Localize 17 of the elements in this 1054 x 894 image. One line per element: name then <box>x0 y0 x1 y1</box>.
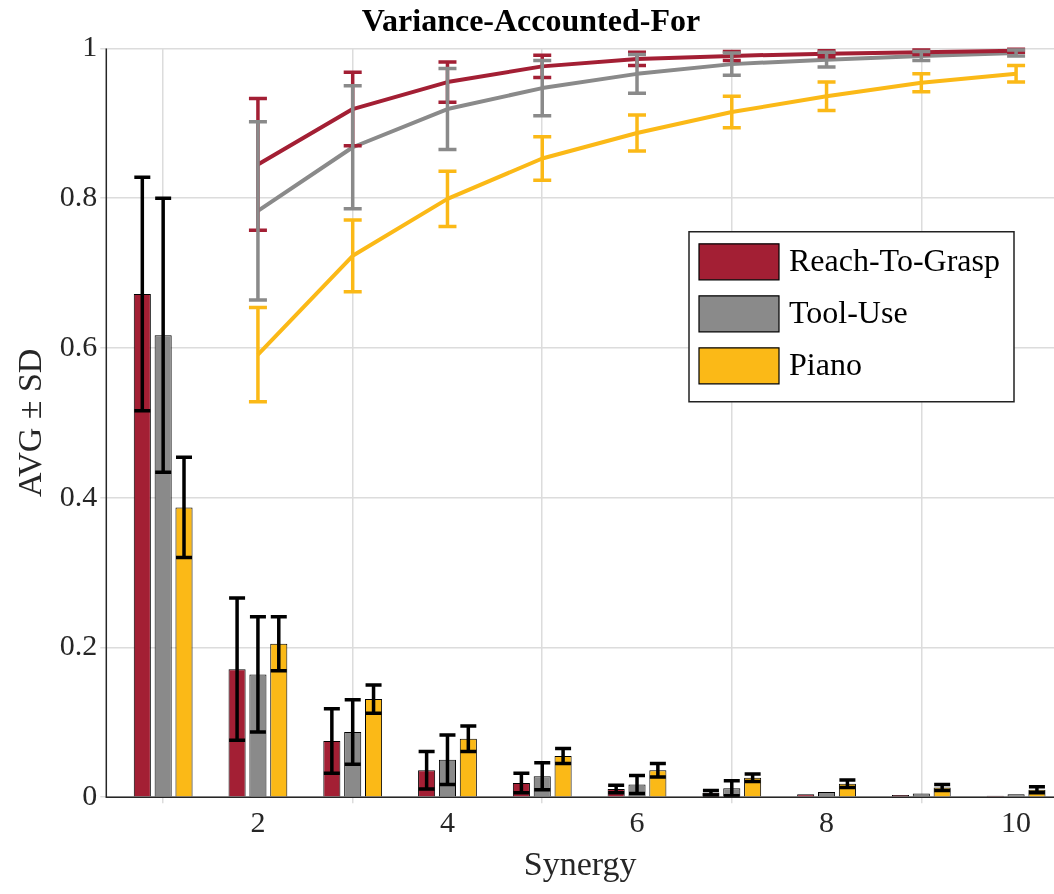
y-tick-label: 0 <box>82 778 98 812</box>
y-tick-label: 0.6 <box>59 328 98 362</box>
y-axis-title: AVG ± SD <box>11 348 49 497</box>
x-tick-label: 10 <box>1001 805 1032 839</box>
x-tick-label: 8 <box>819 805 835 839</box>
legend-label: Piano <box>789 346 862 383</box>
legend-label: Reach-To-Grasp <box>789 242 1000 279</box>
x-tick-label: 4 <box>439 805 455 839</box>
x-tick-label: 2 <box>250 805 266 839</box>
y-tick-label: 1 <box>82 29 98 63</box>
y-tick-label: 0.2 <box>59 628 98 662</box>
legend-label: Tool-Use <box>789 294 908 331</box>
x-tick-label: 6 <box>629 805 645 839</box>
x-axis-title: Synergy <box>523 844 637 882</box>
chart-title: Variance-Accounted-For <box>361 2 701 39</box>
y-tick-label: 0.8 <box>59 179 98 213</box>
y-tick-label: 0.4 <box>59 478 98 512</box>
